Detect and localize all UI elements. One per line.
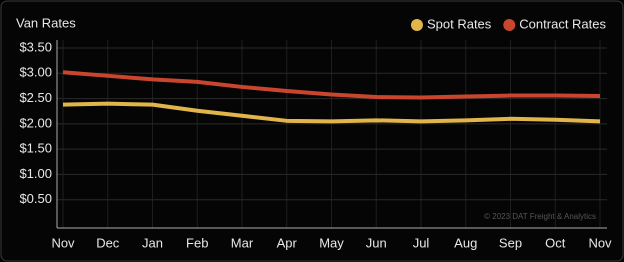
series-line (62, 70, 601, 100)
x-tick-label: Oct (545, 235, 566, 250)
y-tick-label: $3.50 (19, 39, 52, 54)
chart-title: Van Rates (16, 15, 76, 30)
legend-swatch (410, 19, 423, 31)
x-tick-label: Aug (454, 235, 477, 250)
x-tick-label: Nov (588, 235, 612, 250)
x-tick-label: Apr (277, 235, 298, 250)
x-tick-label: Sep (499, 235, 522, 250)
x-tick-label: May (319, 235, 344, 250)
series-line (62, 101, 601, 124)
x-tick-label: Jan (142, 235, 163, 250)
legend-label: Contract Rates (519, 16, 606, 31)
x-tick-label: Mar (231, 235, 254, 250)
y-tick-label: $1.50 (19, 141, 52, 156)
x-tick-label: Jul (413, 235, 430, 250)
legend-swatch (503, 19, 516, 31)
x-tick-label: Feb (186, 235, 208, 250)
y-tick-label: $0.50 (19, 191, 52, 206)
y-tick-label: $2.00 (19, 115, 52, 130)
x-tick-label: Jun (366, 235, 387, 250)
watermark: © 2023 DAT Freight & Analytics (484, 212, 596, 221)
y-tick-label: $2.50 (19, 90, 52, 105)
legend-label: Spot Rates (427, 16, 492, 31)
y-tick-label: $1.00 (19, 166, 52, 181)
x-tick-label: Nov (51, 235, 75, 250)
y-tick-label: $3.00 (19, 65, 52, 80)
x-tick-label: Dec (96, 235, 120, 250)
